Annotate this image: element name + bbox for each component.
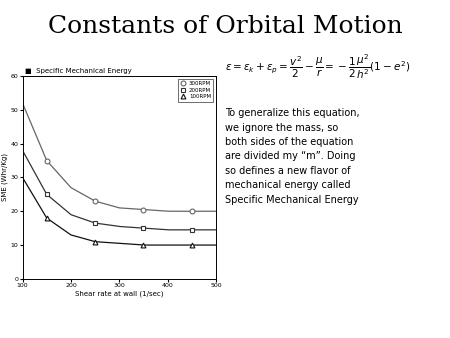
Legend: 300RPM, 200RPM, 100RPM: 300RPM, 200RPM, 100RPM	[178, 79, 213, 102]
X-axis label: Shear rate at wall (1/sec): Shear rate at wall (1/sec)	[75, 291, 163, 297]
Text: Constants of Orbital Motion: Constants of Orbital Motion	[48, 15, 402, 38]
Text: $\epsilon = \epsilon_k + \epsilon_p = \dfrac{v^2}{2} - \dfrac{\mu}{r} = -\dfrac{: $\epsilon = \epsilon_k + \epsilon_p = \d…	[225, 52, 410, 81]
Text: ■  Specific Mechanical Energy: ■ Specific Mechanical Energy	[25, 68, 131, 74]
Text: To generalize this equation,
we ignore the mass, so
both sides of the equation
a: To generalize this equation, we ignore t…	[225, 108, 360, 204]
Y-axis label: SME (Whr/Kg): SME (Whr/Kg)	[1, 153, 8, 201]
